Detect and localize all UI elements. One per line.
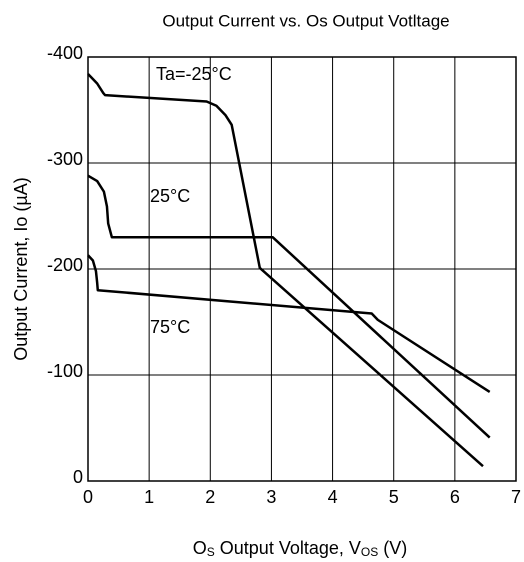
x-label-part: (V)	[378, 538, 407, 558]
x-label-part: Output Voltage, V	[215, 538, 361, 558]
y-tick-label: -100	[47, 361, 83, 381]
y-tick-label: -300	[47, 149, 83, 169]
x-tick-label: 7	[511, 487, 521, 507]
x-tick-label: 0	[83, 487, 93, 507]
x-tick-label: 1	[144, 487, 154, 507]
x-label-sub: S	[207, 545, 215, 559]
y-tick-label: -200	[47, 255, 83, 275]
x-label-sub: OS	[361, 545, 378, 559]
series-label: 25°C	[150, 186, 190, 206]
x-tick-label: 5	[389, 487, 399, 507]
series-label: Ta=-25°C	[156, 64, 232, 84]
data-line	[87, 254, 491, 394]
y-tick-label: -400	[47, 43, 83, 63]
chart-title: Output Current vs. Os Output Votltage	[162, 11, 449, 30]
y-tick-label: 0	[73, 467, 83, 487]
x-label-part: O	[193, 538, 207, 558]
data-line	[87, 73, 484, 468]
x-tick-label: 2	[205, 487, 215, 507]
series-label: 75°C	[150, 317, 190, 337]
plot-frame	[87, 56, 517, 482]
y-axis-label: Output Current, Io (µA)	[11, 177, 31, 360]
data-line	[87, 174, 491, 439]
x-tick-label: 6	[450, 487, 460, 507]
x-tick-label: 3	[266, 487, 276, 507]
x-axis-label: OS Output Voltage, VOS (V)	[193, 538, 407, 559]
x-tick-label: 4	[328, 487, 338, 507]
